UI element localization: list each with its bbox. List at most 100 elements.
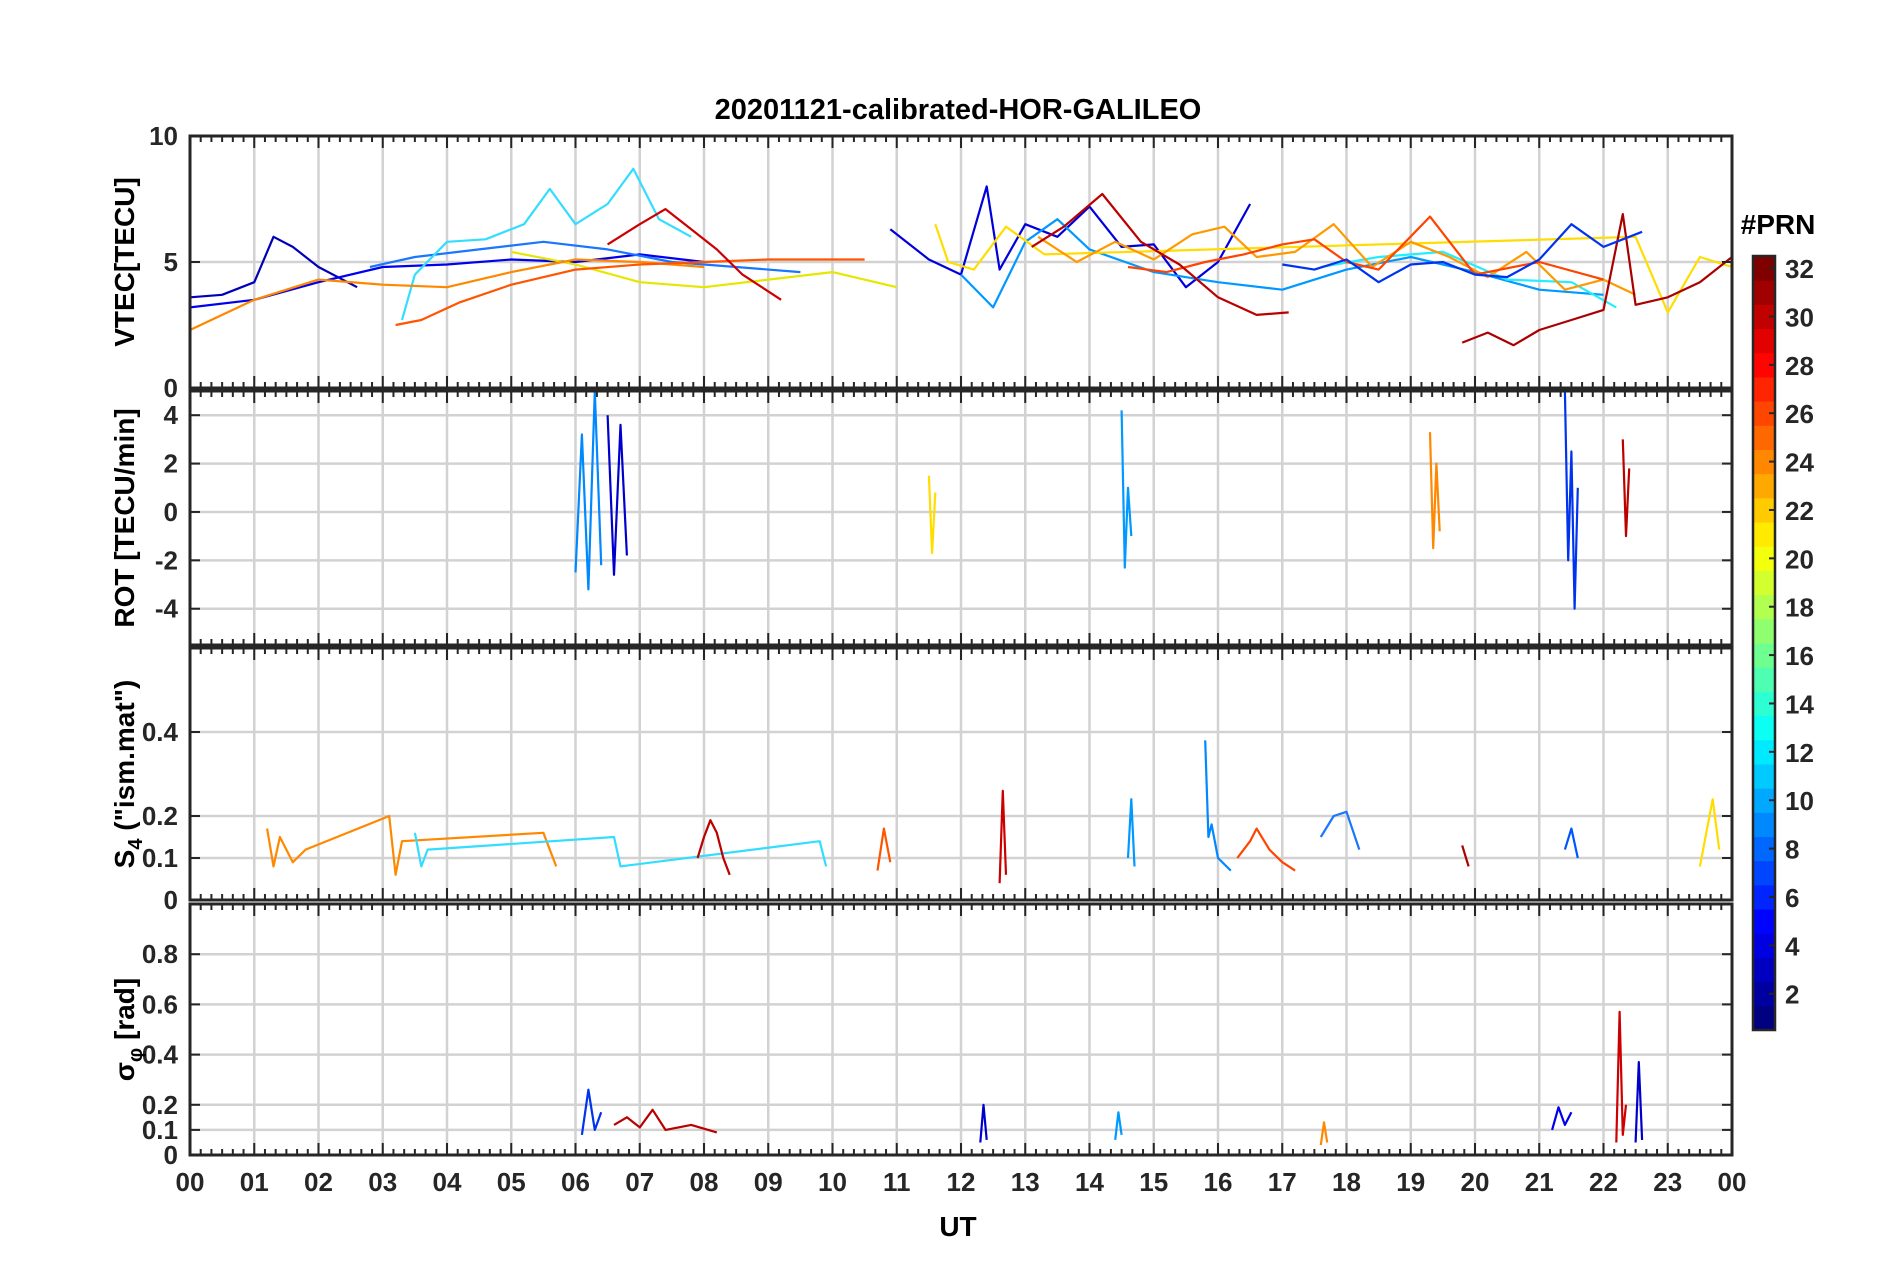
- x-tick-label: 01: [240, 1167, 269, 1197]
- series-prn-5: [1563, 391, 1579, 610]
- x-tick-label: 20: [1461, 1167, 1490, 1197]
- series-prn-3: [606, 415, 628, 576]
- colorbar-frame: [1751, 254, 1777, 1032]
- series-group-sigma: [580, 1010, 1644, 1146]
- series-prn-5: [1282, 223, 1643, 284]
- x-tick-label: 19: [1396, 1167, 1425, 1197]
- series-prn-10: [1120, 410, 1133, 569]
- x-tick-label: 05: [497, 1167, 526, 1197]
- series-prn-26: [1127, 215, 1604, 281]
- colorbar-tick-label: 20: [1785, 544, 1814, 574]
- series-prn-3: [979, 1103, 988, 1143]
- series-prn-26: [1236, 827, 1296, 872]
- colorbar-swatch: [1753, 763, 1775, 789]
- colorbar-tick-label: 6: [1785, 883, 1799, 913]
- series-prn-7: [369, 240, 801, 274]
- x-tick-label: 12: [947, 1167, 976, 1197]
- series-prn-24: [1428, 432, 1441, 550]
- colorbar-swatch: [1753, 1005, 1775, 1031]
- series-prn-29: [607, 208, 782, 301]
- axes-frame-sigma: [188, 902, 1734, 1157]
- panel-rot: -4 -2 0 2 4 ROT [TECU/min]: [109, 389, 1734, 647]
- y-tick-label: 0: [164, 1140, 178, 1170]
- y-tick-label: 0.4: [142, 717, 179, 747]
- colorbar-swatch: [1753, 425, 1775, 450]
- series-prn-3: [1634, 1061, 1644, 1143]
- y-tick-label: 0.2: [142, 801, 178, 831]
- colorbar-tick-label: 14: [1785, 689, 1814, 719]
- x-tick-label: 17: [1268, 1167, 1297, 1197]
- series-prn-31: [1461, 845, 1470, 867]
- colorbar-swatch: [1753, 618, 1775, 644]
- colorbar-tick-label: 26: [1785, 399, 1814, 429]
- axes-frame-vtec: [188, 134, 1734, 390]
- colorbar-swatch: [1753, 812, 1775, 837]
- series-prn-25: [876, 827, 892, 871]
- colorbar-swatch: [1753, 933, 1775, 958]
- colorbar-swatch: [1753, 836, 1775, 862]
- x-tick-label: 09: [754, 1167, 783, 1197]
- x-tick-label: 16: [1204, 1167, 1233, 1197]
- colorbar-tick-label: 30: [1785, 302, 1814, 332]
- colorbar-swatch: [1753, 957, 1775, 983]
- colorbar-swatch: [1753, 715, 1775, 741]
- y-axis-label-rot: ROT [TECU/min]: [109, 408, 140, 627]
- series-group-vtec: [190, 167, 1732, 347]
- series-prn-10: [1126, 798, 1136, 867]
- x-tick-label: 14: [1075, 1167, 1104, 1197]
- x-tick-label: 22: [1589, 1167, 1618, 1197]
- x-tick-label: 15: [1139, 1167, 1168, 1197]
- colorbar-swatch: [1753, 497, 1775, 523]
- series-prn-24: [1319, 1121, 1329, 1146]
- colorbar-tick-label: 32: [1785, 254, 1814, 284]
- x-tick-label: 23: [1653, 1167, 1682, 1197]
- x-tick-label: 08: [690, 1167, 719, 1197]
- series-prn-9: [1204, 740, 1232, 872]
- colorbar-swatch: [1753, 449, 1775, 475]
- colorbar-label: #PRN: [1741, 209, 1816, 240]
- colorbar-swatch: [1753, 981, 1775, 1007]
- y-tick-label: 0.4: [142, 1040, 179, 1070]
- y-tick-label: 0.1: [142, 843, 178, 873]
- colorbar-swatch: [1753, 667, 1775, 692]
- y-tick-label: 0.6: [142, 989, 178, 1019]
- x-tick-label: 18: [1332, 1167, 1361, 1197]
- colorbar-swatch: [1753, 594, 1775, 620]
- colorbar-swatch: [1753, 570, 1775, 596]
- colorbar-swatch: [1753, 909, 1775, 934]
- panel-vtec: 0 5 10 VTEC[TECU]: [109, 121, 1734, 403]
- axes-frame-rot: [188, 389, 1734, 647]
- y-tick-label: -2: [155, 545, 178, 575]
- series-prn-6: [1563, 827, 1579, 859]
- series-prn-5: [580, 1088, 603, 1136]
- y-tick-label: 0: [164, 497, 178, 527]
- y-tick-label: 10: [149, 121, 178, 151]
- series-group-rot: [574, 391, 1631, 610]
- series-prn-25: [395, 258, 865, 327]
- colorbar-tick-label: 16: [1785, 641, 1814, 671]
- y-tick-label: 0: [164, 373, 178, 403]
- chart-title: 20201121-calibrated-HOR-GALILEO: [715, 94, 1202, 126]
- colorbar-tick-label: 4: [1785, 931, 1800, 961]
- colorbar-swatch: [1753, 376, 1775, 402]
- colorbar-swatch: [1753, 788, 1775, 813]
- colorbar-tick-label: 22: [1785, 496, 1814, 526]
- series-prn-30: [613, 1108, 718, 1134]
- colorbar-swatch: [1753, 860, 1775, 886]
- colorbar-swatch: [1753, 473, 1775, 499]
- colorbar-tick-label: 24: [1785, 448, 1814, 478]
- colorbar-swatch: [1753, 328, 1775, 354]
- series-prn-31: [1461, 213, 1732, 347]
- axes-frame-s4: [188, 646, 1734, 902]
- series-prn-11: [400, 167, 692, 321]
- series-prn-20: [934, 223, 1732, 314]
- series-prn-30: [696, 819, 731, 876]
- series-group-s4: [266, 740, 1721, 884]
- x-tick-label: 13: [1011, 1167, 1040, 1197]
- colorbar-tick-label: 18: [1785, 593, 1814, 623]
- x-tick-label: 11: [883, 1167, 911, 1197]
- series-prn-9: [574, 391, 603, 591]
- colorbar-tick-label: 10: [1785, 786, 1814, 816]
- y-tick-label: -4: [155, 594, 179, 624]
